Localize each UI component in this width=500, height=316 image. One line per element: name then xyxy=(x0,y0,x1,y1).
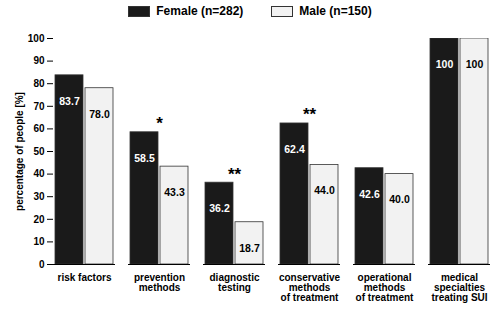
svg-text:*: * xyxy=(156,114,163,133)
svg-text:0: 0 xyxy=(39,259,45,270)
svg-text:preventionmethods: preventionmethods xyxy=(134,272,185,293)
svg-text:operationalmethodsof treatment: operationalmethodsof treatment xyxy=(356,272,414,303)
svg-text:70: 70 xyxy=(33,101,45,112)
svg-text:18.7: 18.7 xyxy=(239,242,260,254)
svg-text:risk factors: risk factors xyxy=(58,272,112,283)
svg-text:50: 50 xyxy=(33,146,45,157)
svg-text:44.0: 44.0 xyxy=(314,184,335,196)
svg-text:30: 30 xyxy=(33,191,45,202)
svg-text:**: ** xyxy=(228,165,242,184)
svg-text:40: 40 xyxy=(33,168,45,179)
svg-text:58.5: 58.5 xyxy=(134,152,155,164)
svg-text:percentage of people [%]: percentage of people [%] xyxy=(14,92,25,211)
svg-text:40.0: 40.0 xyxy=(389,193,410,205)
svg-text:medicalspecialtiestreating SUI: medicalspecialtiestreating SUI xyxy=(431,272,487,303)
svg-text:83.7: 83.7 xyxy=(59,95,80,107)
svg-text:diagnostictesting: diagnostictesting xyxy=(209,272,259,293)
svg-text:62.4: 62.4 xyxy=(284,143,305,155)
html-text:Female (n=282): Female (n=282) xyxy=(156,4,244,18)
svg-text:60: 60 xyxy=(33,123,45,134)
svg-text:43.3: 43.3 xyxy=(164,186,185,198)
svg-text:100: 100 xyxy=(436,58,454,70)
svg-text:**: ** xyxy=(303,105,317,124)
svg-text:42.6: 42.6 xyxy=(359,188,380,200)
svg-text:conservativemethodsof treatmen: conservativemethodsof treatment xyxy=(279,272,341,303)
svg-text:100: 100 xyxy=(466,58,484,70)
svg-text:80: 80 xyxy=(33,78,45,89)
svg-text:20: 20 xyxy=(33,214,45,225)
svg-text:10: 10 xyxy=(33,236,45,247)
svg-text:36.2: 36.2 xyxy=(209,202,230,214)
svg-text:90: 90 xyxy=(33,55,45,66)
svg-text:100: 100 xyxy=(28,33,45,44)
html-text:Male (n=150): Male (n=150) xyxy=(299,4,372,18)
svg-text:78.0: 78.0 xyxy=(89,108,110,120)
